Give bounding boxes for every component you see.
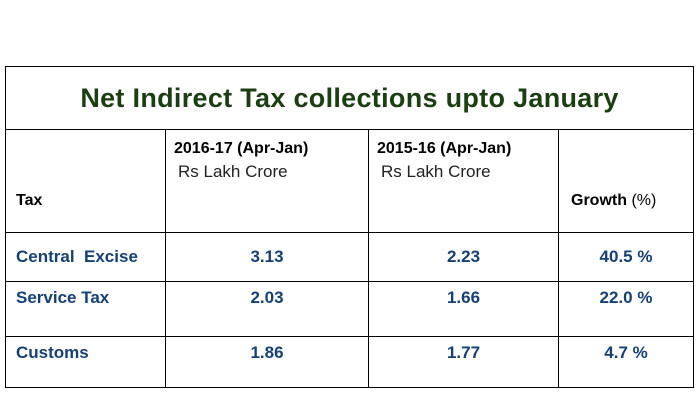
row-growth: 22.0 % xyxy=(557,281,695,337)
header-growth: Growth (%) xyxy=(557,129,695,233)
tax-collections-table: Net Indirect Tax collections upto Januar… xyxy=(4,66,695,388)
period-2015-16-label: 2015-16 (Apr-Jan) xyxy=(377,140,512,157)
table-row: Customs 1.86 1.77 4.7 % xyxy=(5,336,695,388)
row-growth: 40.5 % xyxy=(557,232,695,282)
row-value-2016-17: 3.13 xyxy=(165,232,369,282)
row-value-2015-16: 1.66 xyxy=(368,281,559,337)
row-tax-name: Service Tax xyxy=(5,281,166,337)
row-growth: 4.7 % xyxy=(557,336,695,388)
row-value-2016-17: 1.86 xyxy=(165,336,369,388)
table-title: Net Indirect Tax collections upto Januar… xyxy=(4,66,695,130)
period-2015-16-unit: Rs Lakh Crore xyxy=(381,162,491,181)
growth-label: Growth xyxy=(571,192,627,209)
row-value-2015-16: 2.23 xyxy=(368,232,559,282)
header-row: Tax 2016-17 (Apr-Jan) Rs Lakh Crore 2015… xyxy=(5,129,695,233)
table-row: Service Tax 2.03 1.66 22.0 % xyxy=(5,281,695,337)
row-value-2015-16: 1.77 xyxy=(368,336,559,388)
row-value-2016-17: 2.03 xyxy=(165,281,369,337)
row-tax-name: Central Excise xyxy=(5,232,166,282)
growth-unit: (%) xyxy=(627,192,657,209)
table-row: Central Excise 3.13 2.23 40.5 % xyxy=(5,232,695,282)
period-2016-17-label: 2016-17 (Apr-Jan) xyxy=(174,140,309,157)
header-period-2016-17: 2016-17 (Apr-Jan) Rs Lakh Crore xyxy=(165,129,369,233)
header-period-2015-16: 2015-16 (Apr-Jan) Rs Lakh Crore xyxy=(368,129,559,233)
row-tax-name: Customs xyxy=(5,336,166,388)
period-2016-17-unit: Rs Lakh Crore xyxy=(178,162,288,181)
header-tax: Tax xyxy=(5,129,166,233)
